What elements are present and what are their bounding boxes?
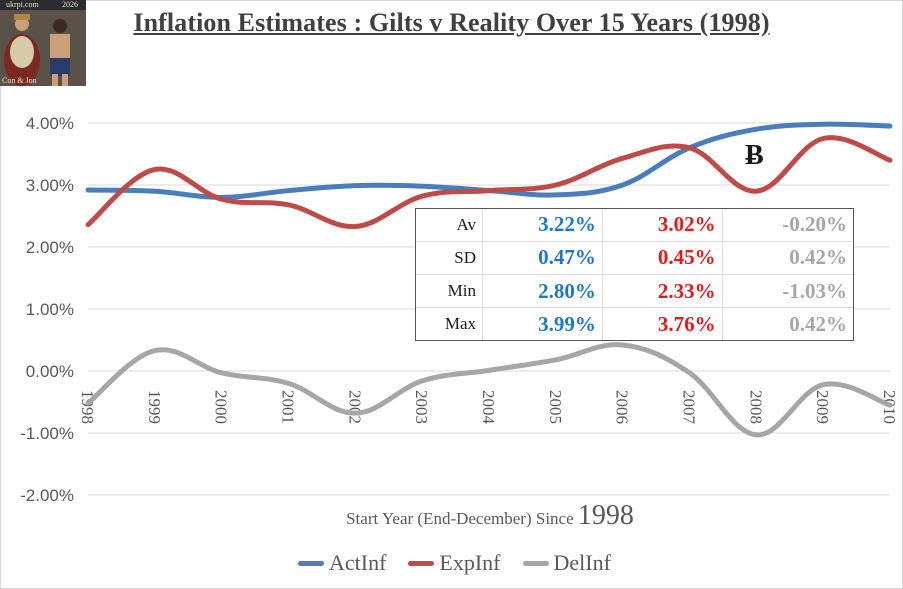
y-tick-label: 4.00%: [26, 114, 74, 133]
stats-row: Min 2.80% 2.33% -1.03%: [416, 274, 853, 309]
x-tick-label: 2008: [746, 390, 765, 424]
stats-row: Max 3.99% 3.76% 0.42%: [416, 307, 853, 340]
stats-row: SD 0.47% 0.45% 0.42%: [416, 241, 853, 275]
legend: ActInf ExpInf DelInf: [298, 550, 611, 576]
stats-table: Av 3.22% 3.02% -0.20% SD 0.47% 0.45% 0.42% Min 2.…: [415, 208, 854, 341]
x-tick-label: 2009: [813, 390, 832, 424]
stats-label: Av: [416, 209, 483, 242]
stats-delinf: -0.20%: [722, 209, 853, 242]
stats-delinf: 0.42%: [722, 241, 853, 275]
stats-row: Av 3.22% 3.02% -0.20%: [416, 209, 853, 242]
stats-label: SD: [416, 241, 483, 275]
legend-item: ActInf: [298, 550, 386, 576]
legend-item: ExpInf: [408, 550, 501, 576]
logo-site: ukrpi.com: [6, 0, 39, 9]
bitcoin-symbol: Ƀ: [745, 140, 764, 171]
stats-label: Min: [416, 274, 483, 309]
legend-swatch: [298, 560, 324, 566]
y-tick-label: -2.00%: [20, 486, 74, 505]
stats-actinf: 3.99%: [482, 307, 603, 340]
x-axis-ticks: 1998 1999 2000 2001 2002 2003 2004 2005 2006 2007…: [78, 390, 899, 425]
stats-expinf: 2.33%: [602, 274, 723, 309]
y-tick-label: 3.00%: [26, 176, 74, 195]
logo-image: [0, 0, 86, 86]
x-tick-label: 2006: [613, 390, 632, 424]
stats-label: Max: [416, 307, 483, 340]
x-tick-label: 2000: [212, 390, 231, 424]
y-tick-label: 0.00%: [26, 362, 74, 381]
y-tick-label: 1.00%: [26, 300, 74, 319]
logo: ukrpi.com 2026 Con & Jon: [0, 0, 86, 86]
logo-year: 2026: [62, 0, 78, 9]
stats-expinf: 0.45%: [602, 241, 723, 275]
stats-expinf: 3.02%: [602, 209, 723, 242]
x-tick-label: 2005: [546, 390, 565, 424]
stats-actinf: 0.47%: [482, 241, 603, 275]
x-tick-label: 2002: [345, 390, 364, 424]
legend-label: ExpInf: [439, 550, 501, 575]
x-tick-label: 2004: [479, 390, 498, 425]
y-tick-label: 2.00%: [26, 238, 74, 257]
legend-item: DelInf: [522, 550, 611, 576]
logo-top-strip: ukrpi.com 2026: [0, 0, 86, 10]
x-tick-label: 1999: [145, 390, 164, 424]
x-tick-label: 2001: [279, 390, 298, 424]
stats-delinf: -1.03%: [722, 274, 853, 309]
legend-swatch: [522, 560, 549, 566]
legend-label: DelInf: [553, 550, 611, 575]
series-lines: [85, 121, 893, 438]
stats-expinf: 3.76%: [602, 307, 723, 340]
x-tick-label: 2007: [680, 390, 699, 425]
stats-actinf: 3.22%: [482, 209, 603, 242]
expinf-line: [85, 135, 893, 230]
x-axis-label-text: Start Year (End-December) Since: [346, 509, 578, 528]
chart-title: Inflation Estimates : Gilts v Reality Ov…: [133, 8, 770, 37]
x-tick-label: 2003: [412, 390, 431, 424]
logo-caption: Con & Jon: [2, 76, 37, 85]
legend-swatch: [408, 560, 435, 566]
stats-delinf: 0.42%: [789, 311, 847, 336]
x-axis-label-year: 1998: [577, 500, 634, 531]
stats-actinf: 2.80%: [482, 274, 603, 309]
delinf-line: [85, 342, 893, 438]
x-axis-label: Start Year (End-December) Since 1998: [0, 500, 903, 532]
y-axis-ticks: 4.00% 3.00% 2.00% 1.00% 0.00% -1.00% -2.00%: [20, 114, 74, 505]
y-tick-label: -1.00%: [20, 424, 74, 443]
legend-label: ActInf: [329, 550, 387, 575]
